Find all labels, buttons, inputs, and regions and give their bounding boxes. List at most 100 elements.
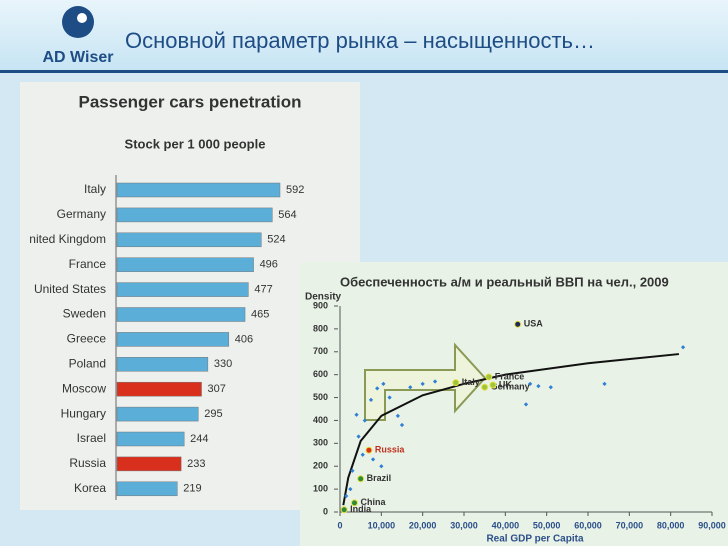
point <box>489 381 497 389</box>
y-tick-label: 500 <box>313 392 328 402</box>
category-label: Italy <box>84 182 106 196</box>
header-rule <box>0 70 728 73</box>
logo-icon <box>62 6 94 38</box>
logo: AD Wiser <box>43 49 114 66</box>
bar <box>116 381 202 397</box>
point <box>350 499 358 507</box>
point <box>680 345 686 350</box>
scatter-title: Обеспеченность а/м и реальный ВВП на чел… <box>340 274 669 289</box>
point <box>602 381 607 386</box>
bar <box>116 207 273 223</box>
y-tick-label: 600 <box>313 369 328 379</box>
point <box>344 493 349 499</box>
bar <box>116 257 254 272</box>
point <box>528 381 533 386</box>
bar <box>116 182 281 198</box>
category-label: United States <box>34 282 106 296</box>
bar <box>116 456 182 472</box>
point <box>350 468 355 473</box>
point <box>362 418 367 423</box>
bar <box>116 481 178 497</box>
value-label: 233 <box>187 458 205 470</box>
point <box>452 379 460 387</box>
category-label: Germany <box>57 207 106 221</box>
value-label: 219 <box>183 483 201 495</box>
point <box>365 446 373 454</box>
x-tick-label: 60,000 <box>574 520 602 530</box>
point <box>420 381 425 386</box>
header-band <box>0 0 728 72</box>
category-label: nited Kingdom <box>29 232 106 246</box>
value-label: 307 <box>208 383 226 395</box>
y-tick-label: 800 <box>313 323 328 333</box>
y-tick-label: 400 <box>313 415 328 425</box>
category-label: Russia <box>69 456 106 470</box>
category-label: Israel <box>77 431 106 445</box>
y-tick-label: 900 <box>313 300 328 310</box>
point <box>368 397 374 402</box>
value-label: 524 <box>267 234 285 246</box>
point <box>481 383 489 391</box>
bar <box>116 406 199 422</box>
point-label: UK <box>499 379 512 389</box>
point <box>370 457 376 462</box>
bar <box>116 357 209 372</box>
point-label: USA <box>524 319 544 329</box>
point <box>379 464 384 469</box>
arrow <box>364 342 487 421</box>
point-label: Germany <box>491 382 530 392</box>
point <box>514 320 522 328</box>
point <box>356 434 361 439</box>
x-tick-label: 0 <box>337 520 342 530</box>
x-tick-label: 90,000 <box>698 520 726 530</box>
value-label: 406 <box>235 333 253 345</box>
point <box>354 412 359 417</box>
y-tick-label: 100 <box>313 483 328 493</box>
point <box>348 486 353 492</box>
x-axis-label: Real GDP per Capita <box>486 534 584 545</box>
bar-subtitle: Stock per 1 000 people <box>125 136 266 151</box>
slide-title: Основной параметр рынка – насыщенность… <box>125 28 595 53</box>
point <box>536 383 541 389</box>
value-label: 330 <box>214 358 232 370</box>
y-tick-label: 300 <box>313 438 328 448</box>
point <box>357 475 365 483</box>
y-axis-label: Density <box>305 292 342 303</box>
point-label: India <box>350 504 372 514</box>
point-label: Italy <box>462 377 480 387</box>
x-tick-label: 30,000 <box>450 520 478 530</box>
x-tick-label: 70,000 <box>616 520 644 530</box>
bar-title: Passenger cars penetration <box>79 92 302 111</box>
point <box>548 385 553 390</box>
bar <box>116 282 249 297</box>
x-tick-label: 50,000 <box>533 520 561 530</box>
y-tick-label: 0 <box>323 506 328 516</box>
value-label: 564 <box>278 209 296 221</box>
point <box>375 386 380 391</box>
y-tick-label: 200 <box>313 461 328 471</box>
bar <box>116 332 230 347</box>
category-label: Poland <box>69 356 106 370</box>
point <box>340 506 348 514</box>
value-label: 496 <box>260 259 278 271</box>
bar <box>116 431 185 447</box>
point-label: Russia <box>375 445 406 455</box>
bar <box>116 307 246 322</box>
bar <box>116 232 262 248</box>
value-label: 592 <box>286 184 304 196</box>
category-label: France <box>69 257 107 271</box>
trend-line <box>342 353 680 506</box>
y-tick-label: 700 <box>313 346 328 356</box>
point <box>360 452 365 457</box>
point <box>523 402 529 407</box>
value-label: 295 <box>204 408 222 420</box>
point <box>387 395 392 400</box>
x-tick-label: 20,000 <box>409 520 437 530</box>
point-label: China <box>360 497 386 507</box>
category-label: Greece <box>67 332 107 346</box>
point <box>432 379 438 384</box>
category-label: Korea <box>74 481 106 495</box>
point-label: Brazil <box>367 473 392 483</box>
logo-icon-dot <box>77 13 87 23</box>
